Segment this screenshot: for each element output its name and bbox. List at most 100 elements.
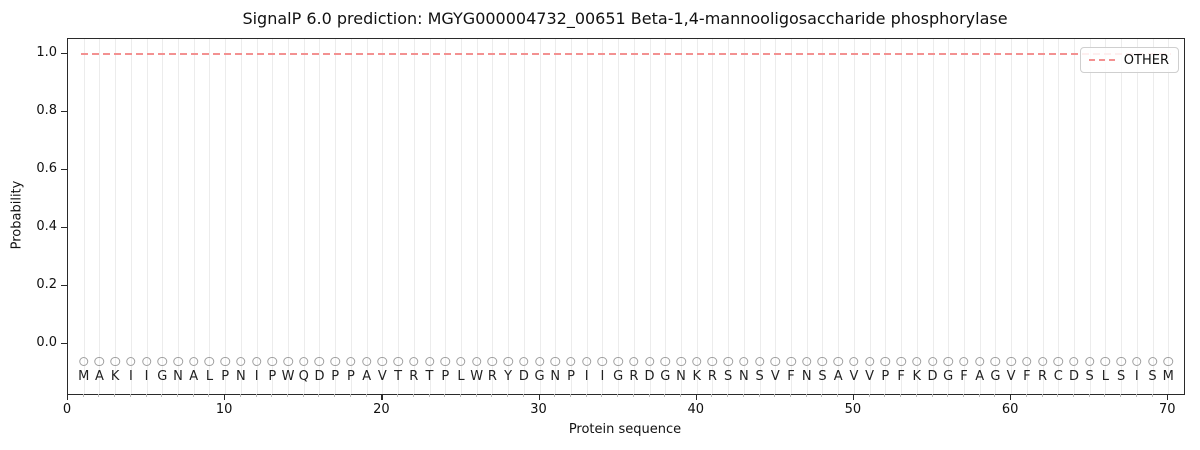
y-tick-label: 0.4: [36, 219, 57, 235]
gridline: [303, 39, 305, 394]
residue-letter: Q: [298, 369, 309, 385]
residue-marker: [566, 356, 576, 367]
gridline: [1105, 39, 1107, 394]
residue-marker: [1116, 356, 1126, 367]
residue-letter: A: [189, 369, 199, 385]
gridline: [335, 39, 337, 394]
residue-marker: [220, 356, 230, 367]
residue-letter: I: [584, 369, 589, 385]
x-minor-tick: [554, 394, 556, 397]
residue-marker: [629, 356, 639, 367]
x-tick-label: 20: [373, 402, 390, 417]
gridline: [853, 39, 855, 394]
gridline: [115, 39, 117, 394]
residue-letter: R: [707, 369, 717, 385]
residue-letter: G: [534, 369, 545, 385]
x-minor-tick: [884, 394, 886, 397]
x-minor-tick: [931, 394, 933, 397]
x-minor-tick: [664, 394, 666, 397]
x-minor-tick: [680, 394, 681, 397]
y-tick: [61, 284, 67, 286]
x-minor-tick: [1135, 394, 1137, 397]
residue-marker: [1069, 356, 1079, 367]
residue-letter: P: [347, 369, 355, 385]
gridline: [963, 39, 965, 394]
y-tick-label: 0.6: [36, 161, 57, 177]
x-major-tick: [695, 394, 697, 400]
x-minor-tick: [915, 394, 917, 397]
residue-marker: [1132, 356, 1142, 367]
residue-marker: [739, 356, 749, 367]
x-minor-tick: [491, 394, 493, 397]
residue-marker: [94, 356, 105, 367]
gridline: [712, 39, 714, 394]
residue-letter: I: [128, 369, 133, 385]
x-minor-tick: [900, 394, 902, 397]
gridline: [570, 39, 572, 394]
gridline: [178, 39, 180, 394]
residue-letter: V: [865, 369, 875, 385]
residue-marker: [959, 356, 969, 367]
residue-letter: D: [1068, 369, 1079, 385]
gridline: [932, 39, 934, 394]
x-minor-tick: [601, 394, 603, 397]
residue-marker: [424, 356, 435, 367]
gridline: [1089, 39, 1091, 394]
residue-marker: [534, 356, 545, 367]
gridline: [508, 39, 510, 394]
residue-marker: [314, 356, 325, 367]
gridline: [775, 39, 777, 394]
x-minor-tick: [1041, 394, 1043, 397]
residue-letter: P: [268, 369, 277, 385]
y-tick: [61, 110, 67, 112]
residue-letter: W: [470, 369, 484, 385]
residue-marker: [456, 356, 466, 367]
x-minor-tick: [790, 394, 792, 397]
residue-marker: [440, 356, 450, 367]
x-minor-tick: [428, 394, 430, 397]
gridline: [555, 39, 557, 394]
x-minor-tick: [569, 394, 571, 397]
residue-marker: [927, 356, 938, 367]
gridline: [791, 39, 793, 394]
x-tick-label: 40: [687, 402, 704, 417]
gridline: [759, 39, 761, 394]
residue-letter: I: [254, 369, 259, 385]
gridline: [193, 39, 195, 394]
residue-marker: [581, 356, 592, 367]
residue-marker: [157, 356, 168, 367]
gridline: [382, 39, 384, 394]
residue-marker: [833, 356, 843, 367]
residue-letter: P: [441, 369, 450, 385]
x-minor-tick: [161, 394, 163, 397]
gridline: [146, 39, 148, 394]
residue-marker: [346, 356, 356, 367]
residue-marker: [519, 356, 529, 367]
residue-marker: [393, 356, 403, 367]
y-tick: [61, 168, 67, 170]
residue-letter: C: [1053, 369, 1063, 385]
legend-label: OTHER: [1123, 52, 1169, 68]
x-minor-tick: [459, 394, 461, 397]
gridline: [445, 39, 447, 394]
residue-marker: [943, 356, 953, 367]
residue-marker: [660, 356, 671, 367]
residue-marker: [1006, 356, 1016, 367]
gridline: [1042, 39, 1044, 394]
residue-letter: N: [676, 369, 686, 385]
gridline: [319, 39, 321, 394]
y-tick: [61, 342, 67, 344]
residue-letter: G: [613, 369, 624, 385]
residue-marker: [723, 356, 733, 367]
x-tick-label: 10: [215, 402, 233, 417]
residue-letter: K: [912, 369, 922, 385]
gridline: [99, 39, 101, 394]
residue-letter: L: [457, 369, 465, 385]
gridline: [1058, 39, 1060, 394]
y-axis: 0.0 0.2 0.4 0.6 0.8 1.0: [0, 38, 67, 393]
residue-marker: [802, 356, 812, 367]
residue-marker: [817, 356, 828, 367]
gridline: [806, 39, 808, 394]
residue-marker: [880, 356, 891, 367]
